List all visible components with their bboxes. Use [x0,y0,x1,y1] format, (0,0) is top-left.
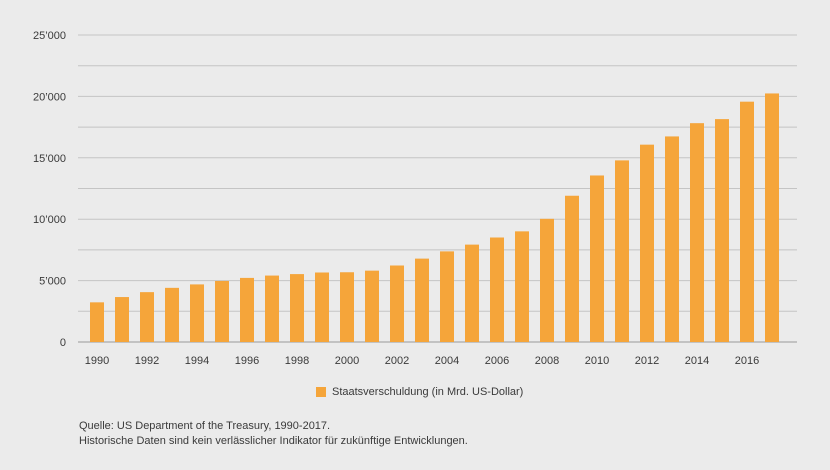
bar [615,160,629,342]
bar [165,287,179,342]
x-tick-label: 1996 [235,355,259,367]
x-tick-label: 2014 [685,355,709,367]
y-tick-label: 25’000 [33,30,66,42]
bar [365,270,379,342]
x-tick-label: 1994 [185,355,209,367]
legend-label: Staatsverschuldung (in Mrd. US-Dollar) [332,386,524,398]
y-tick-label: 10’000 [33,214,66,226]
bar [415,258,429,342]
footnote-source: Quelle: US Department of the Treasury, 1… [79,420,331,432]
bar [665,136,679,342]
bar [490,237,504,342]
x-tick-label: 1990 [85,355,109,367]
bar [140,292,154,342]
x-tick-label: 2006 [485,355,509,367]
bar [465,244,479,342]
bar [640,144,654,342]
y-tick-label: 15’000 [33,153,66,165]
bar [690,123,704,342]
legend: Staatsverschuldung (in Mrd. US-Dollar) [316,386,523,398]
x-tick-label: 2002 [385,355,409,367]
x-tick-label: 1992 [135,355,159,367]
footnote: Quelle: US Department of the Treasury, 1… [79,419,468,449]
bar [540,218,554,342]
bar [715,119,729,342]
y-tick-label: 5’000 [39,276,66,288]
x-tick-label: 2004 [435,355,459,367]
bar [315,272,329,342]
y-tick-label: 20’000 [33,91,66,103]
bar [590,175,604,342]
bar [215,280,229,342]
x-tick-label: 2008 [535,355,559,367]
y-tick-label: 0 [60,337,66,349]
bar [515,231,529,342]
bar [190,284,204,342]
x-tick-label: 2000 [335,355,359,367]
bar [440,251,454,342]
bar [390,265,404,342]
bar [90,302,104,342]
bar [565,195,579,342]
bar [290,274,304,342]
bar [115,297,129,342]
bar [265,275,279,342]
x-tick-label: 2010 [585,355,609,367]
x-tick-label: 1998 [285,355,309,367]
bar [240,277,254,342]
x-tick-label: 2012 [635,355,659,367]
x-tick-label: 2016 [735,355,759,367]
footnote-disclaimer: Historische Daten sind kein verlässliche… [79,435,468,447]
bar [740,101,754,343]
bar [340,272,354,342]
bar [765,93,779,343]
legend-swatch [316,387,326,397]
